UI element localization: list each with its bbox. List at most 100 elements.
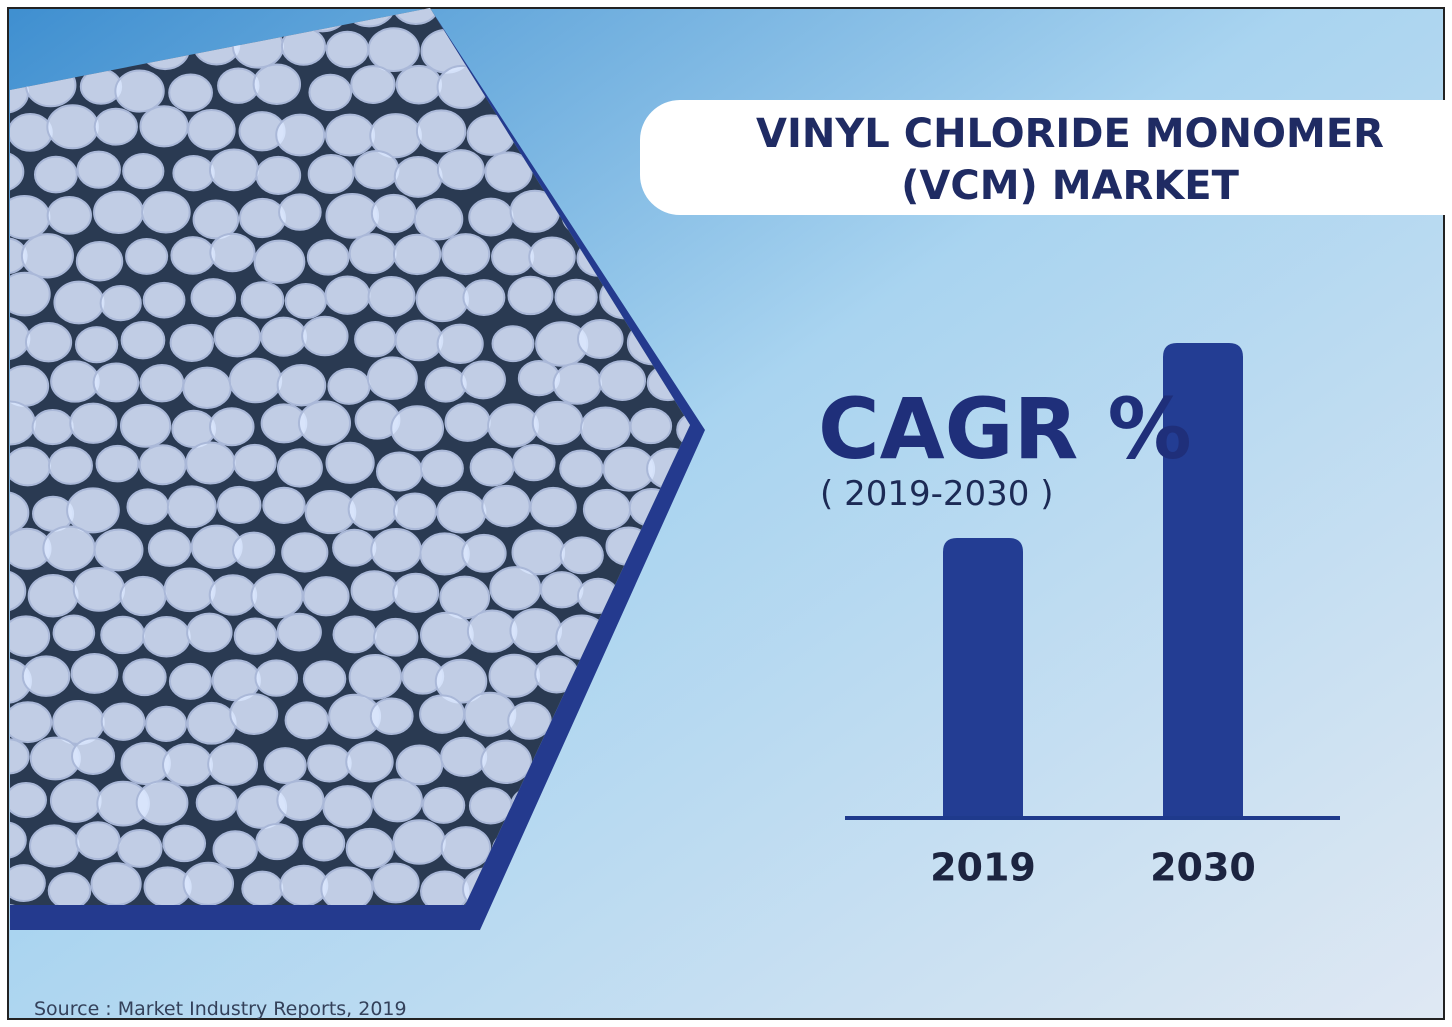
pellet (49, 873, 91, 908)
pellet (146, 707, 186, 741)
pellet (215, 318, 260, 357)
pellet (123, 659, 165, 695)
pellet (49, 447, 92, 484)
pellet (426, 368, 466, 402)
pellet (482, 486, 529, 526)
pellet (277, 781, 323, 820)
pellet (394, 494, 436, 530)
pellet (171, 237, 214, 274)
pellet (397, 66, 441, 104)
pellet (286, 284, 326, 318)
pellet (333, 530, 375, 566)
pellet (377, 452, 422, 490)
pellet (255, 241, 305, 283)
pellet (33, 410, 73, 444)
pellet (255, 660, 297, 695)
pellet (256, 824, 297, 859)
pellet (423, 788, 464, 823)
pellet (234, 445, 276, 481)
pellet (372, 195, 416, 232)
pellet (72, 738, 114, 774)
pellet (373, 779, 422, 821)
pellet (420, 695, 464, 732)
pellet (599, 361, 645, 400)
pellet (210, 408, 254, 445)
pellet (54, 282, 103, 324)
period: ( 2019-2030 ) (820, 474, 1053, 514)
pellet (76, 327, 117, 362)
pellet (256, 157, 300, 194)
pellet (469, 199, 512, 236)
pellet (308, 745, 351, 781)
pellet (67, 488, 119, 532)
pellet (397, 746, 443, 785)
pellet (493, 326, 534, 361)
pellet (442, 234, 489, 274)
pellet (240, 199, 285, 237)
pellet (43, 526, 94, 570)
pellet (631, 409, 672, 443)
pellet (70, 404, 116, 443)
pellet (251, 574, 302, 617)
pellet (279, 194, 321, 229)
pellet (122, 322, 165, 358)
pellet (282, 533, 327, 571)
pellet (184, 863, 233, 905)
pellet (334, 617, 376, 653)
pellet (554, 364, 601, 404)
pellet (556, 280, 597, 315)
subtitle: CAGR % (818, 380, 1192, 478)
pellet (188, 703, 236, 744)
pellet (233, 533, 274, 568)
pellet (578, 320, 623, 358)
pellet (421, 451, 463, 486)
pellet (165, 569, 215, 612)
pellet (350, 234, 396, 273)
pellet (140, 106, 187, 146)
pellet (462, 535, 505, 572)
pellet (144, 283, 185, 318)
pellet (265, 748, 306, 783)
pellet (102, 703, 145, 739)
pellet (508, 703, 550, 739)
bar (943, 538, 1023, 818)
pellet (471, 449, 514, 486)
pellet (461, 361, 505, 398)
pellet (373, 864, 419, 903)
pellet (561, 537, 603, 573)
pellet (197, 786, 237, 820)
pellet (302, 317, 347, 356)
pellet (77, 242, 122, 281)
pellet (143, 617, 190, 657)
pellet (51, 361, 99, 401)
pellet (490, 567, 540, 609)
pellet (121, 405, 170, 447)
pellet (171, 325, 213, 361)
pellet (22, 234, 73, 277)
pellet (304, 577, 349, 615)
pellet (94, 192, 143, 233)
pellet (306, 491, 356, 533)
pellet (442, 827, 490, 868)
pellet (127, 489, 168, 524)
pellet (242, 282, 284, 317)
x-tick-label: 2019 (930, 846, 1036, 890)
pellet (186, 443, 234, 484)
pellet (192, 279, 236, 316)
pellet (94, 364, 139, 402)
pellet (140, 445, 186, 484)
pellet (369, 277, 415, 316)
pellet (47, 105, 98, 148)
pellet (218, 68, 258, 102)
pellet (531, 488, 576, 526)
pellet (30, 825, 78, 866)
pellet (581, 408, 630, 450)
pellet (140, 365, 183, 401)
pellet (304, 661, 345, 696)
pellet (51, 780, 101, 822)
pellet (415, 199, 462, 239)
pellet (121, 577, 166, 615)
pellet (95, 109, 137, 145)
pellet (6, 783, 46, 817)
pellet (9, 114, 52, 151)
